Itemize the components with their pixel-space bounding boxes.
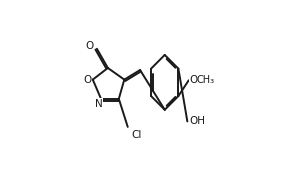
Text: N: N — [95, 99, 103, 109]
Text: O: O — [85, 41, 93, 51]
Text: Cl: Cl — [132, 130, 142, 140]
Text: O: O — [83, 75, 91, 85]
Text: O: O — [189, 75, 198, 85]
Text: OH: OH — [189, 116, 205, 126]
Text: CH₃: CH₃ — [196, 75, 214, 85]
